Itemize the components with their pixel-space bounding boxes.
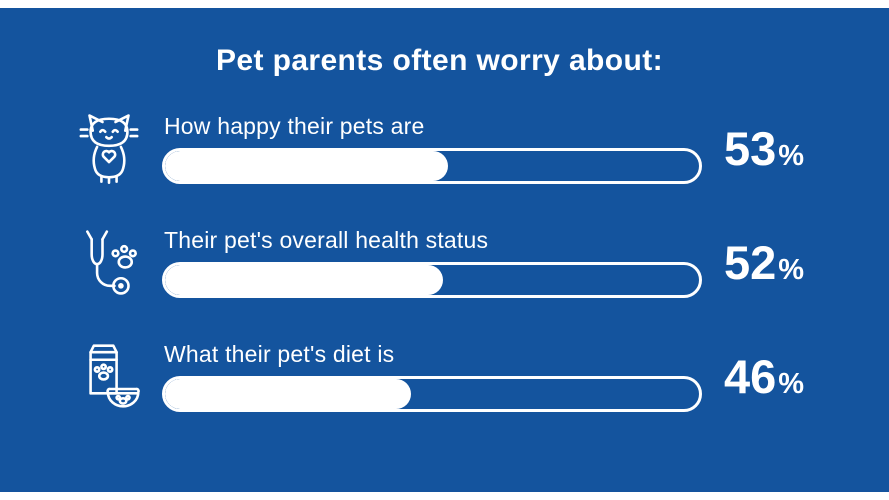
percent-value: 46 % — [724, 353, 804, 400]
chart-row-diet: What their pet's diet is 46 % — [70, 334, 849, 418]
bar-group-happiness: How happy their pets are — [162, 113, 702, 184]
infographic-body: Pet parents often worry about: H — [0, 8, 889, 492]
bar-track — [162, 261, 702, 298]
bar-label: What their pet's diet is — [164, 340, 395, 367]
bar-label: How happy their pets are — [164, 112, 425, 139]
bar-fill — [165, 378, 411, 409]
percent-number: 46 — [724, 349, 777, 403]
chart-row-happiness: How happy their pets are 53 % — [70, 106, 849, 190]
bar-fill — [165, 150, 449, 181]
cat-icon — [70, 106, 148, 190]
chart-row-health: Their pet's overall health status 52 % — [70, 220, 849, 304]
percent-number: 53 — [724, 121, 777, 175]
percent-value: 52 % — [724, 239, 804, 286]
percent-sign: % — [778, 139, 805, 172]
percent-number: 52 — [724, 235, 777, 289]
bar-group-health: Their pet's overall health status — [162, 227, 702, 298]
pet-food-icon — [70, 334, 148, 418]
bar-fill — [165, 264, 443, 295]
bottom-border-strip — [0, 492, 889, 500]
top-border-strip — [0, 0, 889, 8]
percent-value: 53 % — [724, 125, 804, 172]
percent-sign: % — [778, 367, 805, 400]
bar-track — [162, 375, 702, 412]
bar-track — [162, 147, 702, 184]
bar-group-diet: What their pet's diet is — [162, 341, 702, 412]
bar-label: Their pet's overall health status — [164, 226, 489, 253]
percent-sign: % — [778, 253, 805, 286]
page-title: Pet parents often worry about: — [215, 44, 664, 77]
stethoscope-paw-icon — [70, 220, 148, 304]
